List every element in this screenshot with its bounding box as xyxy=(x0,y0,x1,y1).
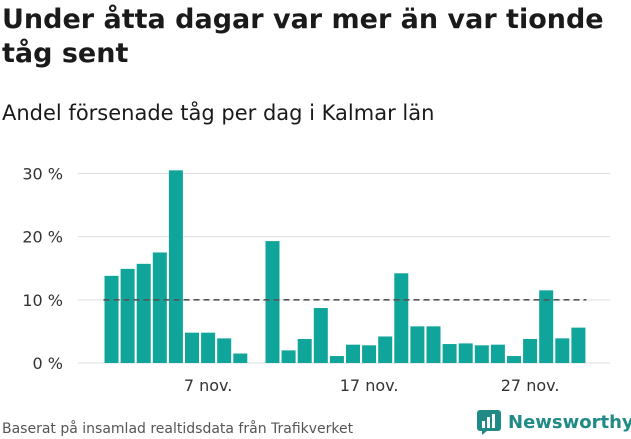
bar xyxy=(394,273,409,363)
y-tick-label: 30 % xyxy=(22,165,63,184)
bar-chart-logo-icon xyxy=(477,410,501,435)
bar xyxy=(233,353,248,363)
bar xyxy=(329,356,344,363)
bar xyxy=(458,343,473,363)
bar xyxy=(120,268,135,363)
x-tick-label: 27 nov. xyxy=(501,376,560,395)
bar xyxy=(136,263,151,363)
bar xyxy=(104,275,119,363)
x-tick-label: 7 nov. xyxy=(184,376,233,395)
bar xyxy=(426,326,441,363)
bar xyxy=(185,332,199,363)
chart-title: Under åtta dagar var mer än var tionde t… xyxy=(2,4,604,69)
y-tick-label: 0 % xyxy=(33,354,63,373)
bar xyxy=(265,241,280,363)
bar xyxy=(555,338,570,363)
bar xyxy=(490,344,505,363)
bar xyxy=(442,344,457,363)
bar-chart: 0 % 10 % 20 % 30 % 7 nov. 17 nov. 27 nov. xyxy=(22,165,610,395)
bar xyxy=(571,327,586,363)
bar xyxy=(217,338,232,363)
bar xyxy=(152,252,167,363)
bar xyxy=(168,170,183,363)
x-tick-label: 17 nov. xyxy=(340,376,399,395)
chart-subtitle: Andel försenade tåg per dag i Kalmar län xyxy=(2,101,435,125)
bar xyxy=(346,344,360,363)
bar xyxy=(201,332,216,363)
y-tick-label: 20 % xyxy=(22,228,63,247)
bar xyxy=(410,326,425,363)
bar xyxy=(523,338,538,363)
bar xyxy=(507,356,521,363)
bar xyxy=(474,345,489,363)
brand-logo: Newsworthy xyxy=(476,409,631,435)
brand-name: Newsworthy xyxy=(508,411,631,433)
bar xyxy=(539,290,554,363)
source-note: Baserat på insamlad realtidsdata från Tr… xyxy=(2,421,354,437)
bar xyxy=(378,336,393,363)
y-tick-label: 10 % xyxy=(22,291,63,310)
bar xyxy=(297,338,312,363)
bar xyxy=(281,350,296,363)
bar xyxy=(362,345,377,363)
bar xyxy=(313,308,328,363)
